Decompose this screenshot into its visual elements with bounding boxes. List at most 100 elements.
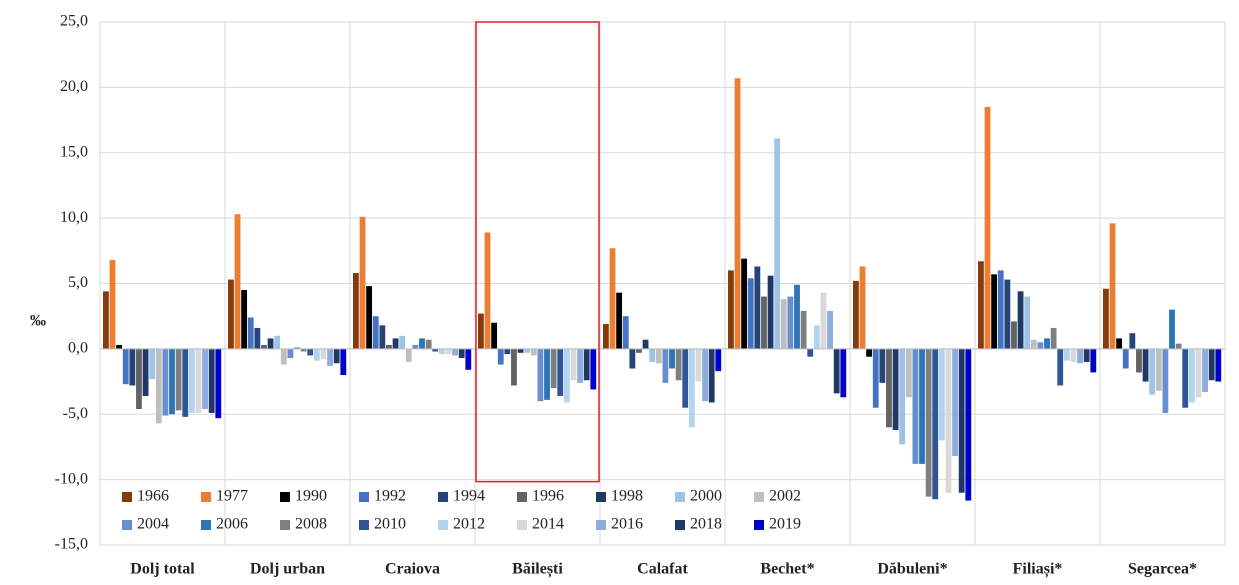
bar (445, 348, 452, 355)
bar (1208, 348, 1215, 381)
bar (1188, 348, 1195, 403)
legend-swatch (438, 492, 448, 502)
bar (938, 348, 945, 441)
bar (149, 348, 156, 379)
legend-label: 2008 (295, 516, 327, 533)
bar (234, 214, 241, 349)
bar (958, 348, 965, 493)
bar (1103, 288, 1109, 349)
bar (452, 348, 458, 356)
bar (412, 344, 419, 349)
bar (438, 348, 445, 355)
bar (932, 348, 939, 500)
bar (497, 348, 504, 365)
bar (715, 348, 722, 372)
bar (241, 290, 248, 349)
legend-swatch (675, 520, 685, 530)
bar (622, 316, 629, 349)
x-tick-label: Dolj total (130, 561, 195, 578)
bar (905, 348, 912, 398)
y-tick-label: 15,0 (60, 143, 88, 160)
bar (537, 348, 544, 402)
y-tick-label: 5,0 (68, 274, 88, 291)
bar (359, 216, 366, 349)
bar (807, 348, 814, 357)
bar (899, 348, 906, 445)
bar (1182, 348, 1189, 408)
bar (1202, 348, 1208, 393)
y-tick-label: 0,0 (68, 340, 88, 357)
bar (616, 292, 623, 349)
bar (247, 317, 254, 349)
bar (1050, 327, 1057, 349)
bar (366, 286, 373, 349)
y-tick-label: -15,0 (55, 536, 88, 553)
bar (1116, 338, 1123, 349)
bar (307, 348, 314, 356)
bar (280, 348, 287, 365)
x-tick-label: Băilești (512, 561, 563, 579)
x-tick-label: Calafat (637, 561, 688, 578)
bar (544, 348, 550, 400)
bar (840, 348, 847, 398)
bar (662, 348, 669, 383)
bar (1142, 348, 1149, 382)
bar (1011, 321, 1017, 349)
bar (1155, 348, 1162, 391)
bar (524, 348, 531, 353)
bar (1136, 348, 1142, 373)
bar (109, 259, 116, 349)
bar (577, 348, 583, 383)
bar (215, 348, 222, 419)
bar (405, 348, 412, 362)
y-tick-label: 20,0 (60, 78, 88, 95)
y-tick-label: -10,0 (55, 470, 88, 487)
bar (827, 310, 833, 349)
bar (432, 348, 439, 352)
legend-label: 1994 (453, 488, 485, 505)
bar (1070, 348, 1077, 362)
bar (925, 348, 932, 497)
bar (853, 280, 859, 349)
bar (465, 348, 472, 370)
legend-swatch (359, 492, 369, 502)
bar (175, 348, 182, 411)
legend-swatch (596, 492, 606, 502)
legend-label: 1996 (532, 488, 564, 505)
y-tick-label: -5,0 (63, 405, 88, 422)
legend-swatch (201, 520, 211, 530)
bar (399, 335, 406, 349)
bar (267, 338, 274, 349)
bar (129, 348, 136, 386)
y-tick-label: 25,0 (60, 13, 88, 30)
bar (636, 348, 642, 353)
legend-swatch (754, 520, 764, 530)
bar (675, 348, 682, 381)
legend-swatch (280, 492, 290, 502)
bar (372, 316, 379, 349)
bar (1129, 333, 1136, 349)
bar (708, 348, 715, 403)
x-tick-label: Dolj urban (250, 561, 325, 578)
bar (688, 348, 695, 428)
legend-swatch (280, 520, 290, 530)
bar (642, 339, 649, 349)
bar (1017, 291, 1024, 349)
bar (952, 348, 958, 457)
bar (353, 273, 359, 349)
bar (1063, 348, 1070, 361)
bar (609, 248, 616, 349)
bar (103, 291, 109, 349)
bar (1077, 348, 1083, 364)
bar (984, 106, 991, 349)
bar (333, 348, 340, 364)
y-axis-label: ‰ (30, 313, 46, 330)
bar (1215, 348, 1222, 382)
bar (202, 348, 208, 410)
bar (491, 322, 498, 349)
bar (1109, 223, 1116, 349)
bar (813, 325, 820, 349)
bar (511, 348, 517, 386)
bar (1175, 343, 1182, 349)
